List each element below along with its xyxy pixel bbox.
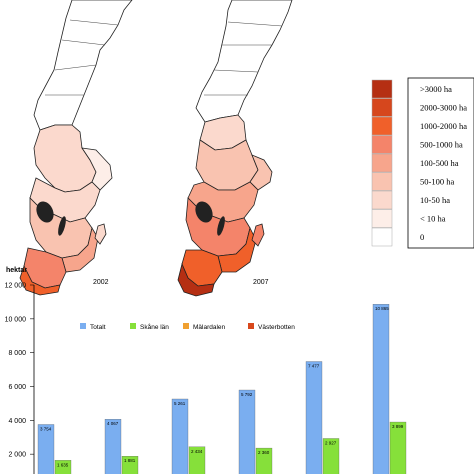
legend-swatch — [371, 209, 393, 228]
map-region-central-east — [249, 154, 273, 191]
map-legend: >3000 ha 2000-3000 ha 1000-2000 ha 500-1000… — [371, 77, 474, 249]
y-tick-label: 4 000 — [8, 418, 26, 425]
chart-legend-label: Västerbotten — [258, 324, 295, 331]
y-tick-label: 2 000 — [8, 452, 26, 459]
legend-swatch — [371, 172, 393, 191]
chart-legend-swatch — [183, 323, 189, 329]
legend-label: 500-1000 ha — [420, 140, 463, 150]
bar — [255, 447, 273, 474]
legend-swatch — [371, 227, 393, 247]
island-gotland — [94, 223, 107, 245]
map-region-lines-north — [204, 21, 283, 96]
bar-value-label: 4 067 — [107, 421, 119, 426]
legend-swatch — [371, 153, 393, 173]
bar — [171, 398, 189, 474]
legend-label: 100-500 ha — [420, 158, 459, 168]
bar-value-label: 3 899 — [392, 424, 404, 429]
bar — [372, 304, 390, 474]
chart-legend-label: Skåne län — [140, 323, 169, 331]
bar — [54, 460, 72, 474]
bar — [238, 389, 256, 474]
bar — [188, 446, 206, 474]
y-tick-label: 12 000 — [5, 283, 27, 290]
legend-swatch — [371, 135, 393, 154]
legend-label: >3000 ha — [420, 84, 452, 94]
chart-ylabel: hektar — [6, 267, 27, 274]
legend-label: 50-100 ha — [420, 177, 454, 187]
chart-legend-swatch — [248, 323, 254, 329]
map-region-skane — [19, 264, 61, 296]
island-gotland — [251, 223, 265, 247]
bar-value-label: 1 635 — [57, 462, 69, 467]
bar-value-label: 2 434 — [191, 449, 203, 454]
y-tick-label: 8 000 — [8, 350, 26, 357]
bar-value-label: 2 927 — [325, 440, 337, 445]
bar-value-label: 5 792 — [241, 392, 253, 397]
legend-label: 2000-3000 ha — [420, 103, 467, 113]
y-tick-label: 6 000 — [8, 384, 26, 391]
sweden-map-2002 — [19, 0, 133, 296]
legend-swatch — [371, 98, 393, 117]
bar — [104, 419, 122, 474]
lake-vattern — [217, 216, 225, 236]
legend-swatch — [371, 116, 393, 136]
bar-value-label: 10 865 — [375, 306, 389, 311]
bar-value-label: 1 881 — [124, 458, 136, 463]
bar — [121, 456, 139, 474]
chart-legend-label: Mälardalen — [193, 324, 226, 331]
bar-value-label: 3 754 — [40, 426, 52, 431]
bar — [37, 424, 55, 474]
chart-legend-label: Totalt — [90, 324, 106, 331]
lake-vanern — [36, 201, 54, 223]
map-year-label-2002: 2002 — [93, 279, 109, 286]
y-tick-label: 10 000 — [5, 316, 27, 323]
bar-value-label: 7 477 — [308, 364, 320, 369]
lake-vanern — [195, 201, 213, 223]
bar — [322, 438, 340, 474]
map-region-skane — [177, 262, 215, 297]
legend-label: 1000-2000 ha — [420, 121, 467, 131]
bar-value-label: 2 360 — [258, 450, 270, 455]
bar — [305, 361, 323, 474]
map-region-lines-north — [45, 19, 119, 96]
chart-legend-swatch — [80, 323, 86, 329]
legend-label: 10-50 ha — [420, 195, 450, 205]
legend-label: < 10 ha — [420, 214, 446, 224]
bar-value-label: 5 261 — [174, 401, 186, 406]
map-legend-frame — [407, 77, 474, 249]
legend-swatch — [371, 79, 393, 99]
legend-swatch — [371, 190, 393, 210]
map-region-north — [33, 0, 133, 131]
bar — [389, 421, 407, 474]
map-region-north — [195, 0, 293, 123]
legend-label: 0 — [420, 232, 424, 242]
map-year-label-2007: 2007 — [253, 279, 269, 286]
sweden-map-2007 — [177, 0, 293, 297]
lake-vattern — [58, 216, 66, 236]
chart-legend-swatch — [130, 323, 136, 329]
